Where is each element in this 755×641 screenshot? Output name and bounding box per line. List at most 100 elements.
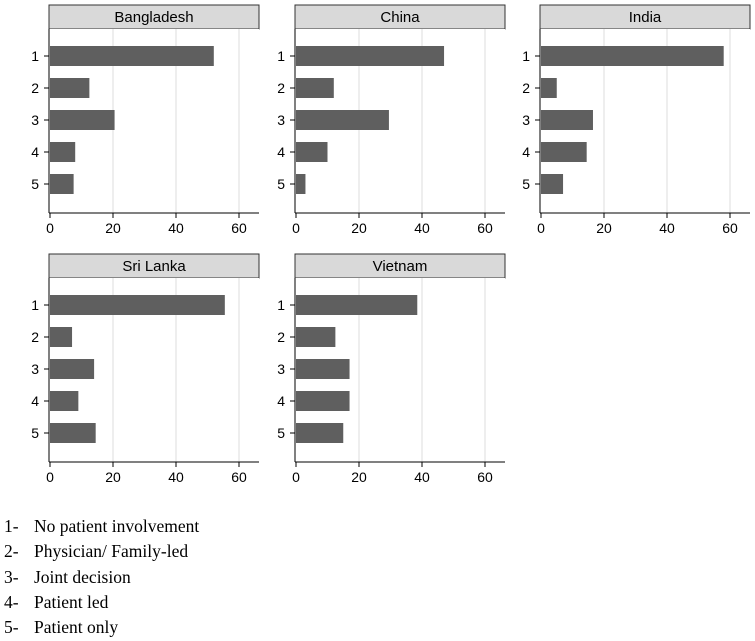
x-tick-label: 20 [105,220,121,236]
category-label: 5 [522,176,530,192]
bar-2 [296,78,334,98]
bar-1 [50,46,214,66]
category-label: 2 [277,80,285,96]
legend-number: 1- [4,516,19,536]
bar-2 [296,327,336,347]
category-label: 5 [31,176,39,192]
bar-2 [541,78,557,98]
legend-number: 5- [4,617,19,638]
bar-5 [296,174,306,194]
category-label: 5 [31,425,39,441]
x-tick-label: 40 [414,220,430,236]
category-label: 5 [277,425,285,441]
x-tick-label: 20 [351,220,367,236]
legend-label: Patient led [34,591,109,612]
category-label: 1 [277,297,285,313]
legend-item-1: 1- No patient involvement [4,514,199,539]
panel-sri-lanka: Sri Lanka 1 2 3 4 5 0 20 40 60 [31,253,260,485]
x-tick-label: 20 [105,469,121,485]
panel-india: India 1 2 3 4 5 0 20 40 60 [522,4,751,236]
panel-title: Bangladesh [114,9,193,26]
category-label: 4 [31,144,39,160]
legend-item-3: 3- Joint decision [4,565,199,590]
bar-5 [50,423,96,443]
category-label: 4 [277,393,285,409]
x-tick-label: 20 [351,469,367,485]
x-tick-label: 40 [168,469,184,485]
bar-5 [50,174,74,194]
category-label: 4 [31,393,39,409]
category-legend: 1- No patient involvement 2- Physician/ … [4,514,199,640]
bar-4 [541,142,587,162]
category-label: 3 [277,361,285,377]
bar-1 [296,295,418,315]
x-tick-label: 60 [477,220,493,236]
x-tick-label: 0 [537,220,545,236]
category-label: 2 [277,329,285,345]
bar-3 [541,110,593,130]
bar-1 [541,46,724,66]
panel-title: Vietnam [373,258,428,275]
category-label: 1 [31,297,39,313]
category-label: 3 [31,361,39,377]
bar-3 [296,110,389,130]
panel-title-strip [294,4,506,30]
panel-title: China [380,9,420,26]
x-tick-label: 60 [231,220,247,236]
bar-3 [50,359,95,379]
bar-4 [296,142,328,162]
legend-label: Joint decision [34,566,131,587]
legend-item-4: 4- Patient led [4,590,199,615]
bar-3 [296,359,350,379]
bar-4 [50,391,79,411]
x-tick-label: 0 [46,469,54,485]
legend-item-2: 2- Physician/ Family-led [4,539,199,564]
legend-label: Physician/ Family-led [34,541,189,562]
bar-1 [50,295,225,315]
category-label: 1 [522,48,530,64]
panel-title: India [629,9,662,26]
x-tick-label: 60 [231,469,247,485]
x-tick-label: 0 [292,220,300,236]
legend-number: 2- [4,541,19,562]
bar-5 [296,423,344,443]
x-tick-label: 60 [722,220,738,236]
panel-title-strip [48,4,260,30]
category-label: 3 [522,112,530,128]
category-label: 1 [31,48,39,64]
bar-4 [296,391,350,411]
x-tick-label: 0 [292,469,300,485]
category-label: 2 [522,80,530,96]
category-label: 3 [31,112,39,128]
bar-1 [296,46,445,66]
x-tick-label: 0 [46,220,54,236]
panel-bangladesh: Bangladesh 1 2 3 4 5 0 20 40 60 [31,4,260,236]
bar-3 [50,110,115,130]
legend-number: 4- [4,591,19,612]
category-label: 5 [277,176,285,192]
panel-title-strip [294,253,506,279]
legend-label: No patient involvement [34,516,200,536]
bar-2 [50,327,73,347]
bar-2 [50,78,90,98]
category-label: 4 [522,144,530,160]
category-label: 4 [277,144,285,160]
bar-5 [541,174,564,194]
panel-vietnam: Vietnam 1 2 3 4 5 0 20 40 60 [277,253,506,485]
legend-label: Patient only [34,617,119,638]
x-tick-label: 40 [659,220,675,236]
bar-4 [50,142,76,162]
legend-item-5: 5- Patient only [4,615,199,640]
x-tick-label: 20 [596,220,612,236]
category-label: 2 [31,329,39,345]
panel-title: Sri Lanka [122,258,186,275]
x-tick-label: 40 [168,220,184,236]
category-label: 1 [277,48,285,64]
x-tick-label: 60 [477,469,493,485]
legend-number: 3- [4,566,19,587]
panel-china: China 1 2 3 4 5 0 20 40 60 [277,4,506,236]
category-label: 3 [277,112,285,128]
x-tick-label: 40 [414,469,430,485]
category-label: 2 [31,80,39,96]
